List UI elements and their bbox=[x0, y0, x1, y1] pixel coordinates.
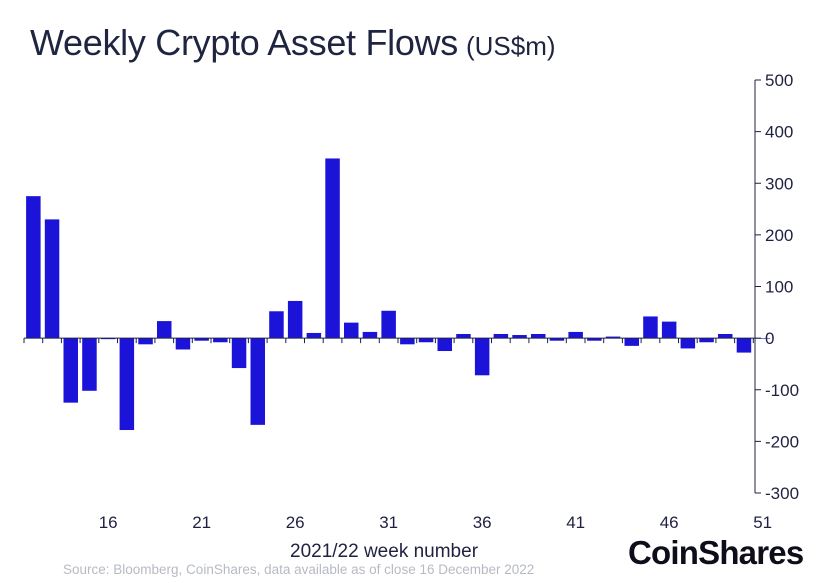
bar-week-32 bbox=[400, 338, 415, 345]
bar-week-50 bbox=[736, 338, 752, 353]
x-tick-label: 16 bbox=[99, 513, 118, 532]
bar-week-14 bbox=[63, 338, 78, 403]
chart-units: (US$m) bbox=[465, 31, 556, 61]
bar-week-49 bbox=[718, 333, 733, 339]
bar-week-34 bbox=[437, 338, 452, 352]
bar-week-38 bbox=[512, 335, 527, 339]
x-tick-label: 46 bbox=[660, 513, 679, 532]
bar-week-13 bbox=[44, 219, 60, 339]
bar-week-20 bbox=[175, 338, 191, 350]
x-tick-label: 31 bbox=[379, 513, 398, 532]
bar-week-39 bbox=[531, 333, 546, 339]
bar-week-33 bbox=[418, 338, 434, 343]
bar-week-41 bbox=[568, 331, 583, 339]
bar-week-15 bbox=[82, 338, 97, 391]
bar-week-25 bbox=[269, 311, 284, 339]
bar-week-40 bbox=[549, 338, 565, 341]
bar-week-44 bbox=[624, 338, 639, 346]
bar-week-31 bbox=[381, 310, 396, 339]
y-tick-label: 200 bbox=[765, 226, 793, 245]
chart-title-row: Weekly Crypto Asset Flows (US$m) bbox=[30, 22, 556, 64]
bar-week-30 bbox=[362, 331, 378, 339]
y-tick-label: -300 bbox=[765, 484, 799, 503]
bar-week-46 bbox=[661, 321, 677, 339]
bar-week-16 bbox=[100, 338, 116, 340]
x-tick-label: 36 bbox=[473, 513, 492, 532]
bar-week-22 bbox=[213, 338, 228, 343]
x-axis-label: 2021/22 week number bbox=[290, 541, 479, 562]
bar-week-36 bbox=[474, 338, 490, 376]
chart-title: Weekly Crypto Asset Flows bbox=[30, 22, 458, 63]
bar-week-45 bbox=[643, 316, 658, 339]
bar-week-29 bbox=[344, 322, 359, 339]
y-tick-label: 0 bbox=[765, 329, 774, 348]
bar-week-21 bbox=[194, 338, 209, 341]
y-tick-label: 100 bbox=[765, 278, 793, 297]
bar-week-18 bbox=[138, 338, 153, 345]
x-tick-label: 41 bbox=[566, 513, 585, 532]
bar-week-26 bbox=[287, 300, 303, 339]
bar-week-24 bbox=[250, 338, 265, 425]
bar-week-27 bbox=[306, 332, 322, 339]
bar-week-37 bbox=[493, 333, 509, 339]
bar-week-23 bbox=[231, 338, 247, 369]
coinshares-logo: CoinShares bbox=[628, 534, 804, 571]
x-tick-label: 26 bbox=[286, 513, 305, 532]
y-tick-label: 500 bbox=[765, 71, 793, 90]
y-tick-label: -100 bbox=[765, 381, 799, 400]
bar-week-35 bbox=[456, 333, 471, 339]
x-tick-label: 21 bbox=[192, 513, 211, 532]
bar-week-51 bbox=[755, 338, 770, 339]
y-tick-label: -200 bbox=[765, 432, 799, 451]
y-tick-label: 300 bbox=[765, 174, 793, 193]
y-tick-label: 400 bbox=[765, 123, 793, 142]
bar-week-12 bbox=[26, 196, 41, 339]
bar-week-47 bbox=[680, 338, 696, 349]
source-note: Source: Bloomberg, CoinShares, data avai… bbox=[63, 562, 535, 577]
bar-week-43 bbox=[605, 336, 621, 339]
x-tick-label: 51 bbox=[753, 513, 772, 532]
bar-week-28 bbox=[325, 158, 340, 339]
bar-week-19 bbox=[157, 321, 172, 339]
bar-week-42 bbox=[587, 338, 602, 341]
bar-week-17 bbox=[119, 338, 135, 431]
bar-week-48 bbox=[699, 338, 714, 343]
